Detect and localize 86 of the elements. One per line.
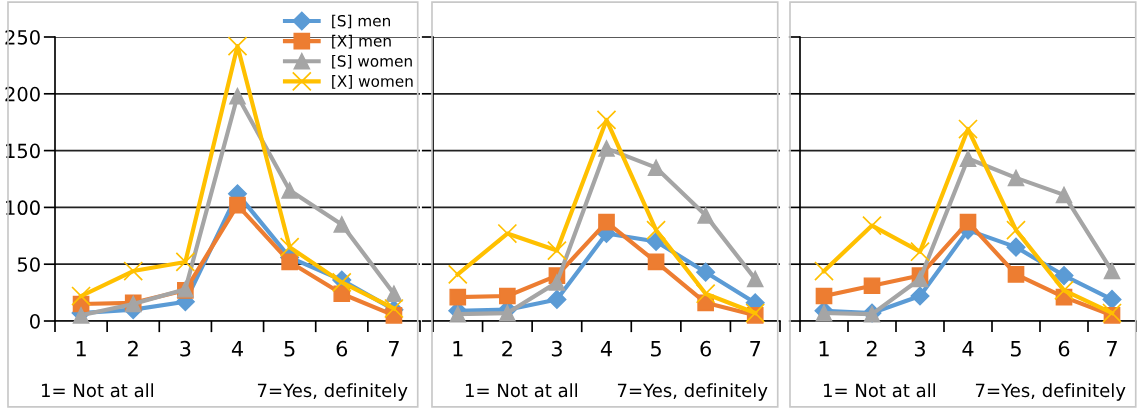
point [1006, 220, 1026, 240]
point [959, 150, 977, 167]
point [1102, 289, 1122, 309]
point [910, 241, 930, 262]
point [697, 207, 714, 224]
x-tick-label: 1 [76, 341, 86, 357]
point [696, 262, 716, 282]
point [449, 288, 467, 306]
legend-label: [X] women [332, 75, 413, 89]
text: 7=Yes, definitely [617, 383, 768, 401]
point [229, 87, 246, 105]
point [598, 139, 615, 157]
x-tick-label: 7 [750, 341, 761, 357]
point [815, 287, 833, 305]
x-tick-label: 2 [866, 340, 877, 357]
x-tick-label: 6 [700, 340, 711, 357]
point [646, 220, 666, 240]
point [547, 240, 567, 261]
point [227, 36, 248, 56]
text: 1= Not at all [41, 383, 154, 398]
point [547, 289, 567, 309]
x-tick-label: 3 [914, 340, 925, 357]
x-tick-label: 4 [600, 341, 612, 357]
text: 1= Not at all [465, 383, 578, 398]
point [646, 231, 666, 252]
text: 1= Not at all [823, 383, 936, 398]
y-tick-label: 50 [17, 257, 40, 272]
point [647, 159, 665, 176]
point [447, 264, 468, 285]
point [279, 237, 300, 258]
point [863, 277, 881, 295]
point [695, 283, 716, 304]
x-tick-label: 3 [180, 340, 191, 357]
legend-label: [S] men [332, 14, 390, 29]
x-tick-label: 1 [819, 341, 829, 357]
x-tick-label: 5 [651, 341, 661, 357]
legend-label: [S] women [332, 54, 412, 69]
point [959, 213, 977, 231]
point [746, 270, 764, 288]
x-tick-label: 4 [962, 341, 974, 357]
point [958, 119, 978, 139]
x-tick-label: 2 [128, 340, 138, 357]
point [862, 215, 882, 236]
point [123, 261, 144, 281]
text: 7=Yes, definitely [257, 383, 408, 401]
x-tick-label: 6 [336, 340, 348, 357]
point [1006, 237, 1026, 257]
y-tick-label: 0 [30, 313, 40, 329]
y-tick-label: 100 [6, 200, 40, 216]
point [333, 216, 351, 233]
x-tick-label: 2 [502, 340, 512, 357]
point [499, 287, 516, 305]
point [497, 223, 518, 244]
point [814, 261, 834, 281]
point [385, 285, 403, 303]
point [1007, 266, 1025, 283]
x-tick-label: 6 [1058, 340, 1070, 357]
point [596, 110, 617, 130]
point [333, 285, 351, 303]
x-tick-label: 5 [1010, 341, 1021, 357]
point [647, 253, 665, 271]
x-tick-label: 7 [389, 341, 399, 357]
x-tick-label: 3 [551, 340, 562, 357]
point [175, 252, 196, 272]
y-tick-label: 250 [5, 29, 40, 45]
point [281, 253, 298, 271]
point [910, 286, 930, 306]
point [1103, 262, 1121, 280]
point [71, 286, 91, 306]
x-tick-label: 1 [453, 341, 463, 357]
point [1054, 280, 1074, 301]
point [548, 274, 566, 291]
x-tick-label: 5 [284, 341, 295, 357]
point [1007, 169, 1025, 187]
point [598, 213, 615, 231]
y-tick-label: 150 [6, 143, 40, 159]
x-tick-label: 4 [231, 341, 243, 357]
x-tick-label: 7 [1107, 341, 1117, 357]
y-tick-label: 200 [5, 86, 40, 102]
point [911, 270, 929, 288]
text: 7=Yes, definitely [975, 383, 1126, 401]
point [281, 182, 298, 199]
point [229, 196, 246, 214]
point [1054, 266, 1074, 286]
legend-label: [X] men [332, 34, 391, 49]
point [1055, 186, 1073, 204]
